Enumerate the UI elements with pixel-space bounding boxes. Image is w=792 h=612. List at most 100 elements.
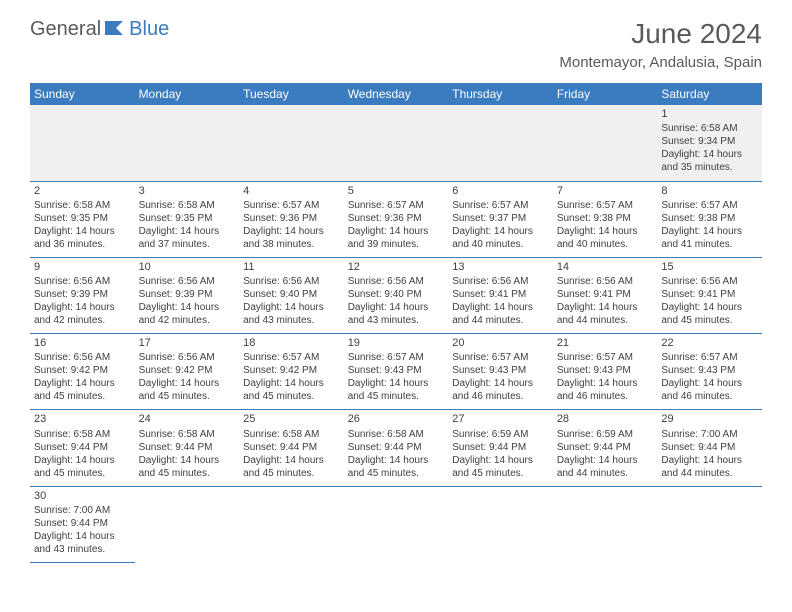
day-number: 19	[348, 336, 445, 350]
day-number: 20	[452, 336, 549, 350]
calendar-row: 1Sunrise: 6:58 AMSunset: 9:34 PMDaylight…	[30, 105, 762, 181]
day-number: 30	[34, 489, 131, 503]
day-info: Sunrise: 6:56 AMSunset: 9:39 PMDaylight:…	[34, 275, 131, 327]
dow-thursday: Thursday	[448, 83, 553, 105]
calendar-cell	[448, 105, 553, 181]
day-number: 15	[661, 260, 758, 274]
calendar-cell	[553, 486, 658, 562]
day-number: 14	[557, 260, 654, 274]
day-number: 13	[452, 260, 549, 274]
day-info: Sunrise: 6:56 AMSunset: 9:41 PMDaylight:…	[557, 275, 654, 327]
day-info: Sunrise: 6:57 AMSunset: 9:43 PMDaylight:…	[661, 351, 758, 403]
day-info: Sunrise: 6:56 AMSunset: 9:40 PMDaylight:…	[243, 275, 340, 327]
day-number: 27	[452, 412, 549, 426]
day-info: Sunrise: 6:57 AMSunset: 9:43 PMDaylight:…	[348, 351, 445, 403]
calendar-cell: 20Sunrise: 6:57 AMSunset: 9:43 PMDayligh…	[448, 334, 553, 410]
location: Montemayor, Andalusia, Spain	[559, 54, 762, 71]
calendar-cell: 28 Sunrise: 6:59 AMSunset: 9:44 PMDayligh…	[553, 410, 658, 486]
day-number: 9	[34, 260, 131, 274]
day-number: 26	[348, 412, 445, 426]
day-info: Sunrise: 6:57 AMSunset: 9:43 PMDaylight:…	[557, 351, 654, 403]
day-info: Sunrise: 6:56 AMSunset: 9:41 PMDaylight:…	[452, 275, 549, 327]
day-number: 1	[661, 107, 758, 121]
month-title: June 2024	[559, 18, 762, 50]
day-number: 7	[557, 184, 654, 198]
day-info: Sunrise: 6:56 AMSunset: 9:41 PMDaylight:…	[661, 275, 758, 327]
day-info: Sunrise: 6:59 AMSunset: 9:44 PMDaylight:…	[557, 428, 654, 480]
calendar-cell: 30Sunrise: 7:00 AMSunset: 9:44 PMDayligh…	[30, 486, 135, 562]
calendar-cell: 18Sunrise: 6:57 AMSunset: 9:42 PMDayligh…	[239, 334, 344, 410]
day-info: Sunrise: 6:56 AMSunset: 9:42 PMDaylight:…	[139, 351, 236, 403]
day-info: Sunrise: 6:57 AMSunset: 9:38 PMDaylight:…	[661, 199, 758, 251]
calendar-cell	[135, 486, 240, 562]
calendar-cell: 15Sunrise: 6:56 AMSunset: 9:41 PMDayligh…	[657, 257, 762, 333]
day-number: 28	[557, 412, 654, 426]
calendar-cell	[30, 105, 135, 181]
day-number: 3	[139, 184, 236, 198]
dow-sunday: Sunday	[30, 83, 135, 105]
calendar-cell	[448, 486, 553, 562]
calendar-cell: 1Sunrise: 6:58 AMSunset: 9:34 PMDaylight…	[657, 105, 762, 181]
day-number: 22	[661, 336, 758, 350]
calendar-cell: 17Sunrise: 6:56 AMSunset: 9:42 PMDayligh…	[135, 334, 240, 410]
title-block: June 2024 Montemayor, Andalusia, Spain	[559, 18, 762, 71]
day-info: Sunrise: 6:57 AMSunset: 9:36 PMDaylight:…	[348, 199, 445, 251]
dow-monday: Monday	[135, 83, 240, 105]
day-info: Sunrise: 6:58 AMSunset: 9:44 PMDaylight:…	[139, 428, 236, 480]
day-number: 24	[139, 412, 236, 426]
calendar-cell: 7Sunrise: 6:57 AMSunset: 9:38 PMDaylight…	[553, 181, 658, 257]
dow-friday: Friday	[553, 83, 658, 105]
calendar-cell: 4Sunrise: 6:57 AMSunset: 9:36 PMDaylight…	[239, 181, 344, 257]
calendar-cell: 2Sunrise: 6:58 AMSunset: 9:35 PMDaylight…	[30, 181, 135, 257]
logo-text-general: General	[30, 18, 101, 41]
calendar-row: 23Sunrise: 6:58 AMSunset: 9:44 PMDayligh…	[30, 410, 762, 486]
calendar-cell: 9Sunrise: 6:56 AMSunset: 9:39 PMDaylight…	[30, 257, 135, 333]
day-info: Sunrise: 6:58 AMSunset: 9:34 PMDaylight:…	[661, 122, 758, 174]
day-number: 12	[348, 260, 445, 274]
day-info: Sunrise: 6:57 AMSunset: 9:37 PMDaylight:…	[452, 199, 549, 251]
day-number: 10	[139, 260, 236, 274]
day-number: 11	[243, 260, 340, 274]
calendar-cell: 8Sunrise: 6:57 AMSunset: 9:38 PMDaylight…	[657, 181, 762, 257]
calendar-cell: 11Sunrise: 6:56 AMSunset: 9:40 PMDayligh…	[239, 257, 344, 333]
day-number: 29	[661, 412, 758, 426]
calendar-row: 30Sunrise: 7:00 AMSunset: 9:44 PMDayligh…	[30, 486, 762, 562]
day-info: Sunrise: 6:57 AMSunset: 9:38 PMDaylight:…	[557, 199, 654, 251]
day-number: 5	[348, 184, 445, 198]
day-number: 21	[557, 336, 654, 350]
day-number: 2	[34, 184, 131, 198]
calendar-cell: 27Sunrise: 6:59 AMSunset: 9:44 PMDayligh…	[448, 410, 553, 486]
calendar-cell	[553, 105, 658, 181]
calendar-cell	[344, 105, 449, 181]
day-info: Sunrise: 7:00 AMSunset: 9:44 PMDaylight:…	[661, 428, 758, 480]
day-number: 4	[243, 184, 340, 198]
dow-tuesday: Tuesday	[239, 83, 344, 105]
calendar-header-row: Sunday Monday Tuesday Wednesday Thursday…	[30, 83, 762, 105]
day-info: Sunrise: 6:57 AMSunset: 9:43 PMDaylight:…	[452, 351, 549, 403]
calendar-cell: 16Sunrise: 6:56 AMSunset: 9:42 PMDayligh…	[30, 334, 135, 410]
logo: General Blue	[30, 18, 169, 41]
calendar-cell: 3Sunrise: 6:58 AMSunset: 9:35 PMDaylight…	[135, 181, 240, 257]
calendar-cell: 5Sunrise: 6:57 AMSunset: 9:36 PMDaylight…	[344, 181, 449, 257]
calendar-cell: 21Sunrise: 6:57 AMSunset: 9:43 PMDayligh…	[553, 334, 658, 410]
day-info: Sunrise: 6:58 AMSunset: 9:35 PMDaylight:…	[139, 199, 236, 251]
dow-saturday: Saturday	[657, 83, 762, 105]
calendar-cell: 23Sunrise: 6:58 AMSunset: 9:44 PMDayligh…	[30, 410, 135, 486]
day-info: Sunrise: 6:58 AMSunset: 9:44 PMDaylight:…	[243, 428, 340, 480]
header: General Blue June 2024 Montemayor, Andal…	[0, 0, 792, 79]
day-number: 8	[661, 184, 758, 198]
calendar-cell	[135, 105, 240, 181]
calendar-cell: 19Sunrise: 6:57 AMSunset: 9:43 PMDayligh…	[344, 334, 449, 410]
calendar-cell: 12Sunrise: 6:56 AMSunset: 9:40 PMDayligh…	[344, 257, 449, 333]
day-info: Sunrise: 6:57 AMSunset: 9:42 PMDaylight:…	[243, 351, 340, 403]
calendar-cell	[239, 486, 344, 562]
day-info: Sunrise: 6:56 AMSunset: 9:42 PMDaylight:…	[34, 351, 131, 403]
calendar-cell: 29 Sunrise: 7:00 AMSunset: 9:44 PMDayligh…	[657, 410, 762, 486]
day-info: Sunrise: 6:57 AMSunset: 9:36 PMDaylight:…	[243, 199, 340, 251]
day-info: Sunrise: 6:58 AMSunset: 9:35 PMDaylight:…	[34, 199, 131, 251]
day-info: Sunrise: 6:56 AMSunset: 9:40 PMDaylight:…	[348, 275, 445, 327]
dow-wednesday: Wednesday	[344, 83, 449, 105]
day-number: 18	[243, 336, 340, 350]
calendar-cell	[239, 105, 344, 181]
calendar-cell: 10Sunrise: 6:56 AMSunset: 9:39 PMDayligh…	[135, 257, 240, 333]
